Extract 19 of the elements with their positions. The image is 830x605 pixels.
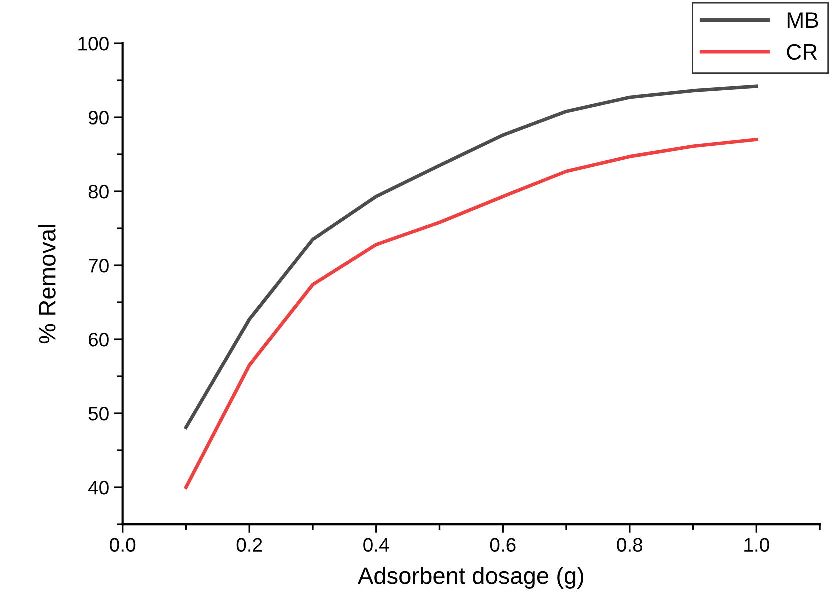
line-series xyxy=(184,138,758,490)
x-axis-title: Adsorbent dosage (g) xyxy=(358,566,584,589)
x-tick-label: 0.8 xyxy=(617,538,643,552)
y-tick-label: 90 xyxy=(88,111,109,125)
x-tick-label: 0.6 xyxy=(490,538,516,552)
y-axis-title: % Removal xyxy=(38,225,56,344)
x-tick-label: 0.2 xyxy=(236,538,262,552)
y-tick-label: 60 xyxy=(89,333,109,347)
y-tick-label: 80 xyxy=(88,185,109,199)
x-tick-label: 0.4 xyxy=(364,538,390,552)
y-tick-label: 50 xyxy=(88,407,109,421)
legend-label: CR xyxy=(787,44,818,60)
line-series xyxy=(184,84,758,430)
legend-label: MB xyxy=(788,12,818,28)
y-tick-label: 100 xyxy=(78,37,109,51)
x-tick-label: 0.0 xyxy=(110,538,136,552)
y-tick-label: 40 xyxy=(88,481,109,495)
y-tick-label: 70 xyxy=(89,259,109,273)
x-tick-label: 1.0 xyxy=(744,538,770,552)
